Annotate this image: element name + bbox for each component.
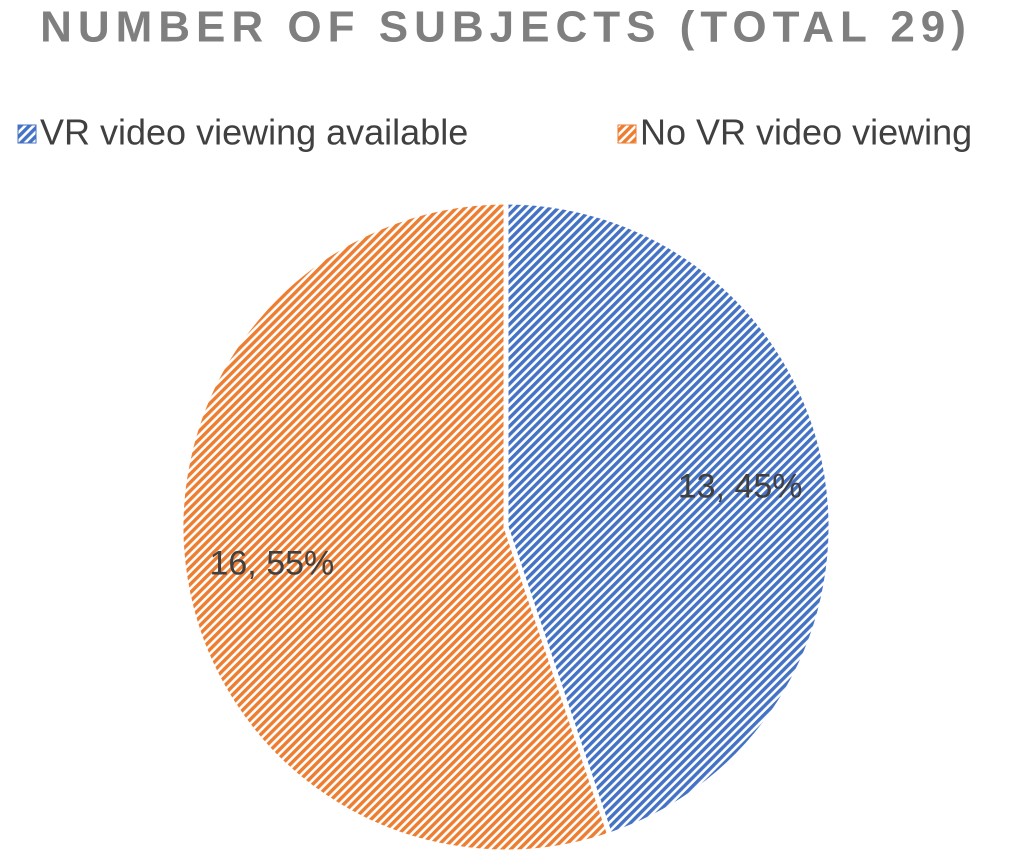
pie-slice	[503, 199, 834, 839]
pie-slice	[178, 199, 613, 855]
legend-marker	[617, 124, 637, 144]
legend-label: No VR video viewing	[640, 112, 972, 153]
data-label: 13, 45%	[678, 468, 803, 506]
data-label: 16, 55%	[209, 544, 334, 582]
legend-marker	[17, 124, 37, 144]
chart-title: NUMBER OF SUBJECTS (TOTAL 29)	[40, 3, 972, 52]
legend-label: VR video viewing available	[40, 112, 468, 153]
